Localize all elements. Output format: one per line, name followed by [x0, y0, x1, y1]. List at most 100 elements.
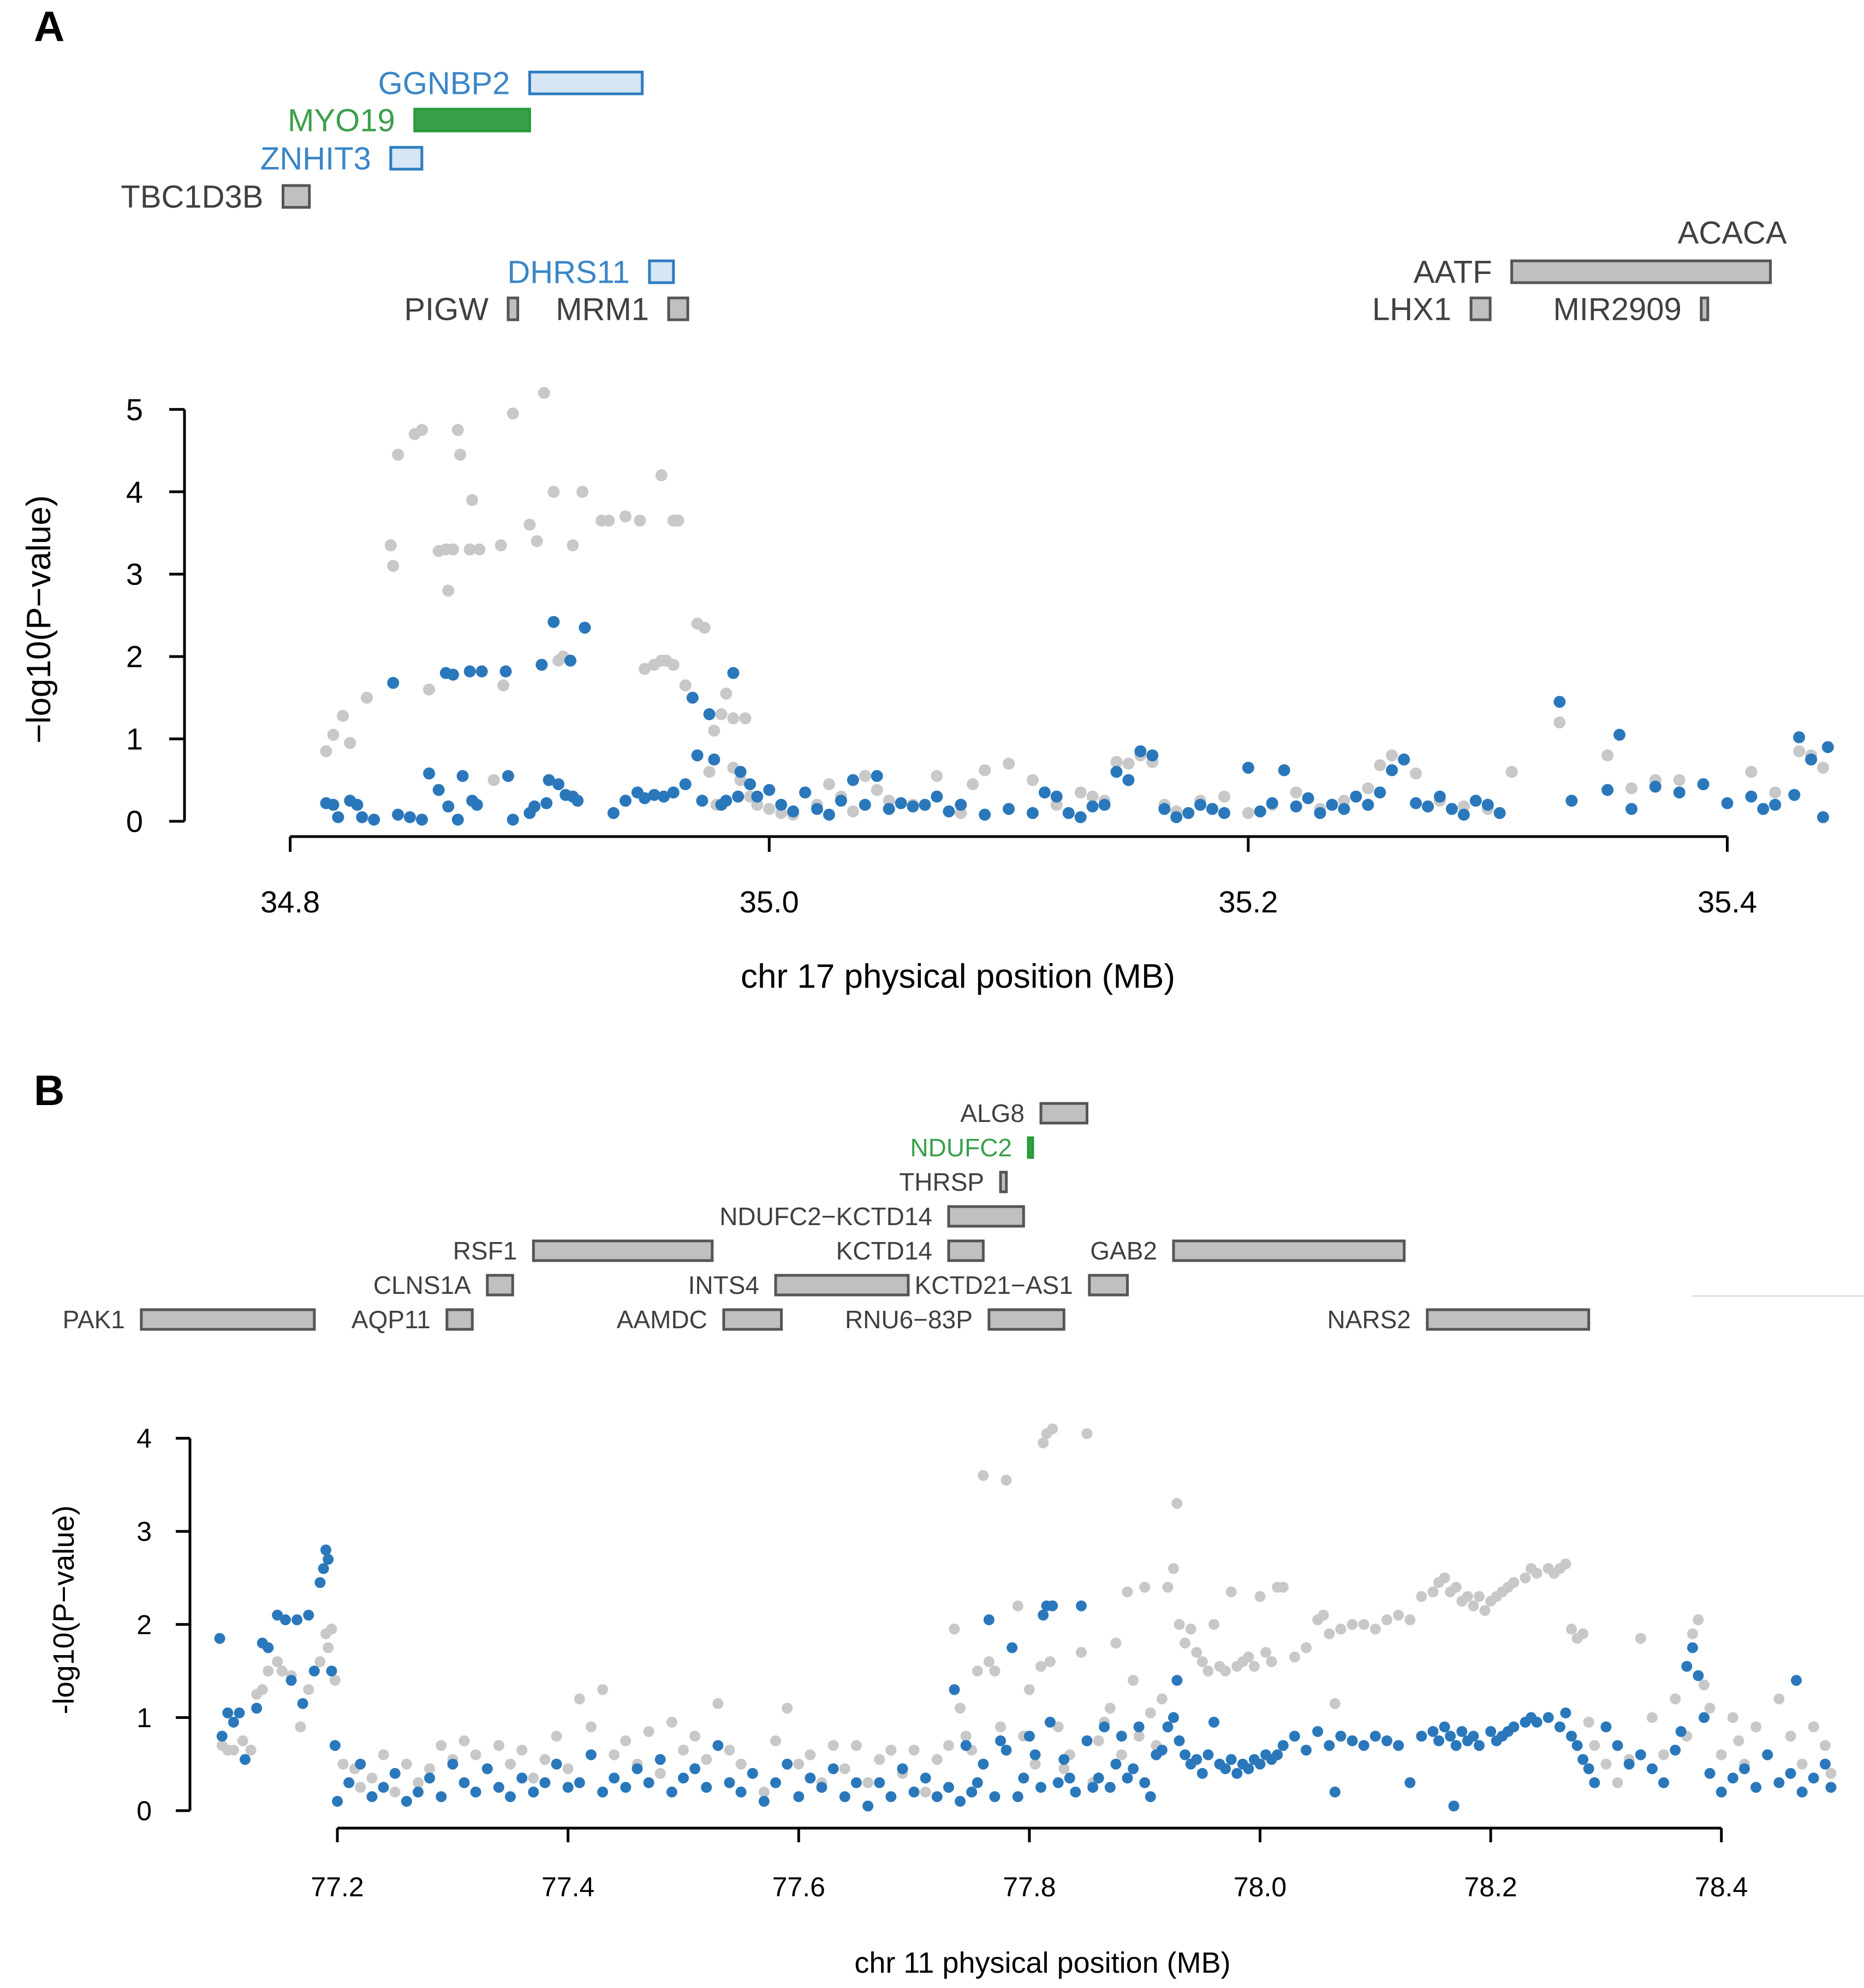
data-point-blue: [332, 1795, 343, 1807]
data-point-gray: [1374, 759, 1386, 772]
data-point-gray: [466, 494, 479, 506]
data-point-blue: [995, 1735, 1007, 1746]
data-point-blue: [1218, 807, 1230, 819]
data-point-blue: [1456, 1726, 1468, 1737]
data-point-blue: [552, 778, 565, 791]
data-point-blue: [1422, 800, 1434, 813]
data-point-blue: [1182, 807, 1195, 819]
data-point-blue: [874, 1777, 885, 1788]
gene-tbc1d3b-bar: [282, 184, 311, 209]
data-point-blue: [1122, 774, 1135, 786]
data-point-blue: [1571, 1740, 1583, 1751]
data-point-gray: [493, 1740, 504, 1751]
data-point-blue: [571, 795, 584, 807]
data-point-blue: [1196, 1768, 1208, 1779]
data-point-gray: [523, 518, 536, 531]
data-point-blue: [1474, 1740, 1485, 1751]
data-point-blue: [1326, 798, 1338, 811]
data-point-gray: [698, 622, 711, 634]
data-point-blue: [442, 800, 455, 813]
data-point-blue: [1750, 1782, 1762, 1793]
data-point-gray: [859, 770, 871, 782]
data-point-gray: [1225, 1586, 1237, 1598]
data-point-gray: [1243, 1651, 1254, 1663]
data-point-gray: [257, 1684, 268, 1696]
data-point-blue: [297, 1698, 308, 1709]
gene-lhx1-bar: [1469, 296, 1492, 321]
data-point-blue: [1601, 784, 1614, 796]
data-point-blue: [658, 790, 670, 803]
data-point-blue: [654, 1754, 666, 1765]
data-point-gray: [678, 1745, 689, 1756]
data-point-blue: [436, 1791, 447, 1802]
y-tick-label: 4: [126, 475, 143, 509]
data-point-gray: [272, 1656, 283, 1667]
data-point-gray: [1277, 1581, 1289, 1593]
data-point-blue: [1358, 1740, 1369, 1751]
data-point-blue: [960, 1740, 972, 1751]
data-point-blue: [1825, 1782, 1837, 1793]
data-point-blue: [291, 1614, 303, 1626]
data-point-gray: [1081, 1428, 1093, 1440]
data-point-blue: [1314, 807, 1326, 819]
data-point-blue: [1796, 1786, 1808, 1798]
data-point-gray: [355, 1782, 366, 1793]
data-point-blue: [1457, 808, 1470, 821]
data-point-blue: [458, 1777, 470, 1788]
data-point-blue: [432, 784, 445, 796]
data-point-gray: [539, 1754, 551, 1765]
data-point-gray: [538, 387, 550, 399]
data-point-blue: [597, 1786, 609, 1798]
data-point-blue: [732, 790, 745, 803]
data-point-gray: [1122, 1586, 1133, 1598]
data-point-blue: [758, 1795, 770, 1807]
data-point-blue: [1266, 797, 1278, 809]
data-point-blue: [1721, 797, 1734, 809]
data-point-gray: [551, 1730, 562, 1742]
data-point-blue: [1543, 1712, 1554, 1723]
data-point-gray: [715, 708, 728, 720]
data-point-blue: [666, 1786, 677, 1798]
gene-mir2909-bar: [1700, 296, 1710, 321]
data-point-gray: [758, 1786, 770, 1798]
gene-clns1a-label: CLNS1A: [373, 1271, 471, 1299]
data-point-blue: [451, 814, 464, 826]
data-point-gray: [323, 1642, 334, 1653]
data-point-blue: [1156, 1745, 1168, 1756]
data-point-blue: [1110, 1758, 1122, 1770]
data-point-blue: [1675, 1726, 1687, 1737]
data-point-blue: [782, 1758, 793, 1770]
data-point-gray: [1076, 1647, 1087, 1658]
data-point-gray: [839, 1763, 850, 1775]
y-tick-label: 1: [136, 1703, 152, 1733]
data-point-gray: [1012, 1600, 1023, 1611]
data-point-blue: [332, 811, 344, 823]
x-tick-label: 34.8: [260, 885, 320, 919]
data-point-gray: [1196, 1656, 1208, 1667]
data-point-blue: [1145, 1791, 1156, 1802]
data-point-gray: [314, 1656, 326, 1667]
gene-nars2-label: NARS2: [1327, 1305, 1411, 1334]
data-point-gray: [1329, 1698, 1341, 1709]
data-point-blue: [734, 766, 747, 778]
data-point-gray: [576, 486, 588, 498]
data-point-gray: [1133, 1730, 1145, 1742]
data-point-gray: [1716, 1749, 1727, 1760]
data-point-gray: [1347, 1619, 1358, 1630]
y-tick-label: 0: [126, 804, 143, 839]
data-point-blue: [816, 1782, 827, 1793]
data-point-blue: [470, 1786, 481, 1798]
data-point-blue: [608, 807, 620, 819]
data-point-gray: [1358, 1619, 1369, 1630]
data-point-blue: [392, 808, 404, 821]
data-point-blue: [1038, 786, 1051, 799]
data-point-blue: [1312, 1726, 1324, 1737]
data-point-gray: [329, 1675, 341, 1686]
gene-aqp11-bar: [445, 1308, 474, 1331]
data-point-blue: [744, 778, 757, 791]
data-point-blue: [1577, 1754, 1589, 1765]
data-point-gray: [1450, 1581, 1462, 1593]
data-point-blue: [1052, 1777, 1064, 1788]
data-point-blue: [1427, 1726, 1439, 1737]
